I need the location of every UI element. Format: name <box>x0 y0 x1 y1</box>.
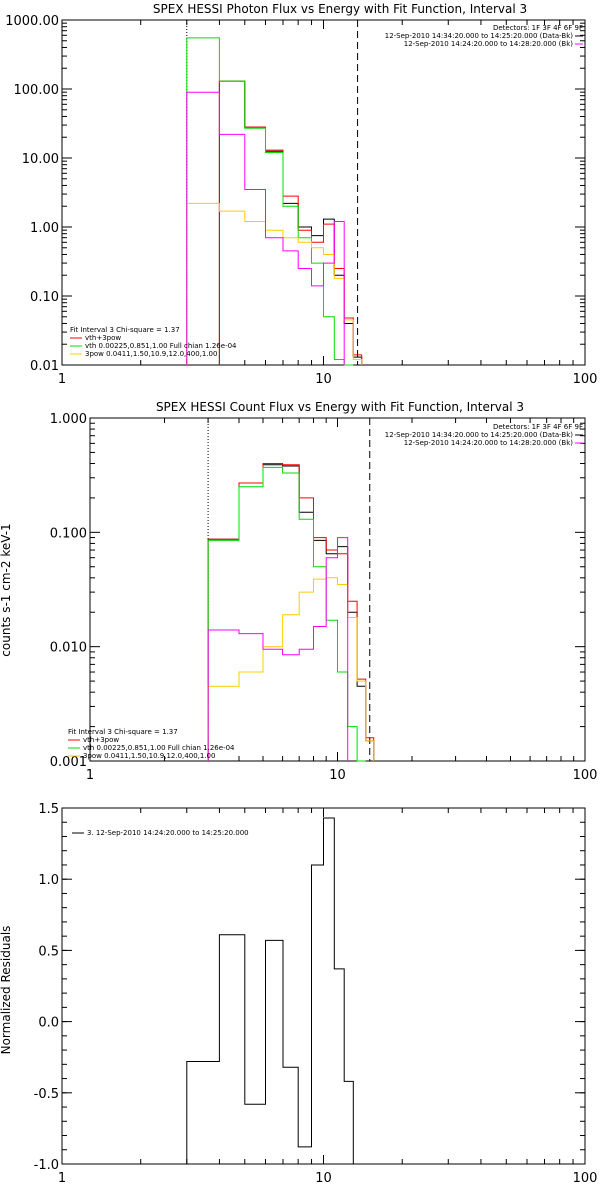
chart2-legend-left: Fit Interval 3 Chi-square = 1.37 vth+3po… <box>68 728 235 760</box>
chart3-series <box>186 817 354 1164</box>
y-tick-label: 1.00 <box>30 221 59 236</box>
series-data-bk <box>218 80 363 365</box>
y-tick-label: 1.5 <box>38 802 59 817</box>
y-tick-label: 1000.00 <box>5 14 59 29</box>
chart1-series <box>186 37 363 366</box>
chart2-legend-bk: 12-Sep-2010 14:24:20.000 to 14:28:20.000… <box>404 439 574 447</box>
chart1-legend-fit: Fit Interval 3 Chi-square = 1.37 <box>70 326 180 334</box>
series-3pow <box>207 577 375 761</box>
y-tick-label: 10.00 <box>22 152 59 167</box>
chart1-legend-bk: 12-Sep-2010 14:24:20.000 to 14:28:20.000… <box>404 40 574 48</box>
y-tick-label: 0.001 <box>50 755 87 770</box>
chart1-legend-vth: vth 0.00225,0.851,1.00 Full chian 1.26e-… <box>85 342 237 350</box>
y-tick-label: 1.0 <box>38 873 59 888</box>
series-vth-3pow <box>218 80 363 365</box>
series-3-12-sep-2010-14-24-20-000-to-14-25-20-000 <box>186 817 354 1164</box>
x-tick-label: 100 <box>573 372 598 387</box>
series-bk <box>207 537 349 761</box>
x-tick-label: 1 <box>86 768 94 783</box>
y-tick-label: 0.10 <box>30 290 59 305</box>
series-data-bk <box>207 464 375 761</box>
y-tick-label: 0.5 <box>38 944 59 959</box>
y-tick-label: 0.010 <box>50 641 87 656</box>
x-tick-label: 1 <box>58 1171 66 1186</box>
chart2-frame <box>89 417 586 762</box>
chart3-legend: 3. 12-Sep-2010 14:24:20.000 to 14:25:20.… <box>72 829 249 837</box>
chart3-ticks: 1 10 100 1.5 1.0 0.5 0.0 -0.5 -1.0 <box>34 802 598 1186</box>
chart3-legend-label: 3. 12-Sep-2010 14:24:20.000 to 14:25:20.… <box>87 829 249 837</box>
chart1-legend-right: Detectors: 1F 3F 4F 6F 9F 12-Sep-2010 14… <box>385 24 583 48</box>
y-tick-label: 0.100 <box>50 526 87 541</box>
chart2-legend-vth: vth 0.00225,0.851,1.00 Full chian 1.26e-… <box>83 744 235 752</box>
chart2-legend-data: 12-Sep-2010 14:34:20.000 to 14:25:20.000… <box>385 431 574 439</box>
x-tick-label: 10 <box>329 768 346 783</box>
x-tick-label: 10 <box>315 1171 332 1186</box>
chart2-legend-3pow: 3pow 0.0411,1.50,10.9,12.0,400,1.00 <box>83 752 215 760</box>
chart1-legend-data: 12-Sep-2010 14:34:20.000 to 14:25:20.000… <box>385 32 574 40</box>
chart2-legend-right: Detectors: 1F 3F 4F 6F 9F 12-Sep-2010 14… <box>385 423 583 447</box>
chart1-legend-total: vth+3pow <box>85 334 121 342</box>
series-3pow <box>186 202 363 365</box>
y-tick-label: 1.000 <box>50 412 87 427</box>
chart3-ylabel: Normalized Residuals <box>0 926 13 1055</box>
chart1-legend-detectors: Detectors: 1F 3F 4F 6F 9F <box>493 24 583 32</box>
chart3-plot: 1 10 100 1.5 1.0 0.5 0.0 -0.5 -1.0 3. 12-Sep-201… <box>34 802 598 1186</box>
chart2-legend-total: vth+3pow <box>83 736 119 744</box>
y-tick-label: 0.01 <box>30 359 59 374</box>
chart2-legend-fit: Fit Interval 3 Chi-square = 1.37 <box>68 728 178 736</box>
series-vth <box>186 37 354 366</box>
y-tick-label: -0.5 <box>34 1087 59 1102</box>
chart2-ticks: 1 10 100 1.000 0.100 0.010 0.001 <box>50 412 598 783</box>
chart2-plot: 1 10 100 1.000 0.100 0.010 0.001 Detectors: 1F… <box>50 412 598 783</box>
chart1-legend-left: Fit Interval 3 Chi-square = 1.37 vth+3po… <box>70 326 237 358</box>
y-tick-label: 0.0 <box>38 1016 59 1031</box>
x-tick-label: 100 <box>573 1171 598 1186</box>
series-vth <box>207 466 366 762</box>
chart2-legend-detectors: Detectors: 1F 3F 4F 6F 9F <box>493 423 583 431</box>
x-tick-label: 100 <box>573 768 598 783</box>
chart1-title: SPEX HESSI Photon Flux vs Energy with Fi… <box>153 2 527 16</box>
x-tick-label: 10 <box>315 372 332 387</box>
chart2-title: SPEX HESSI Count Flux vs Energy with Fit… <box>156 400 524 414</box>
chart1-plot: 1 10 100 1000.00 100.00 10.00 1.00 0.10 0.01 Det… <box>5 14 597 387</box>
series-bk <box>186 91 345 365</box>
y-tick-label: 100.00 <box>14 83 60 98</box>
x-tick-label: 1 <box>58 372 66 387</box>
chart2-series <box>207 463 375 762</box>
chart1-legend-3pow: 3pow 0.0411,1.50,10.9,12.0,400,1.00 <box>85 350 217 358</box>
chart2-ylabel: counts s-1 cm-2 keV-1 <box>0 523 13 656</box>
y-tick-label: -1.0 <box>34 1158 59 1173</box>
series-vth-3pow <box>207 463 375 761</box>
